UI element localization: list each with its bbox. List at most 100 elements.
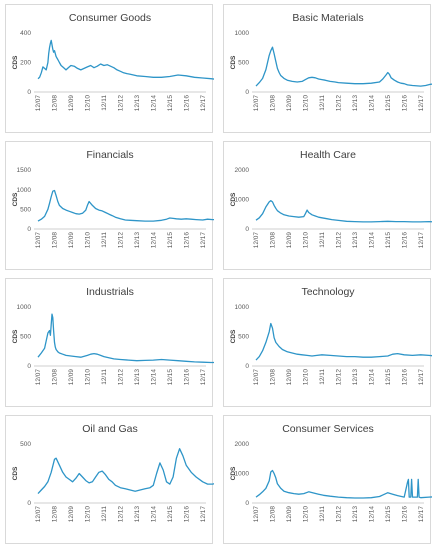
- x-tick-label: 12/13: [352, 506, 359, 523]
- x-tick-label: 12/12: [336, 232, 343, 249]
- x-tick-label: 12/09: [68, 506, 75, 523]
- x-tick-label: 12/17: [418, 232, 425, 249]
- y-axis-label: CDS: [12, 192, 19, 206]
- chart-title: Technology: [301, 286, 355, 298]
- chart-svg: Industrials CDS 0 500 1000 12/07 12/08 12/09 12/…: [12, 286, 214, 386]
- x-tick-label: 12/13: [134, 232, 141, 249]
- y-tick-label: 0: [27, 363, 31, 370]
- x-tick-label: 12/17: [200, 95, 207, 112]
- x-tick-label: 12/14: [150, 95, 157, 112]
- x-tick-label: 12/09: [286, 506, 293, 523]
- x-tick-label: 12/11: [101, 232, 108, 248]
- x-tick-label: 12/14: [150, 506, 157, 523]
- x-tick-label: 12/07: [35, 506, 42, 523]
- x-tick-label: 12/10: [85, 95, 92, 112]
- x-tick-label: 12/11: [101, 95, 108, 111]
- x-tick-label: 12/16: [183, 232, 190, 249]
- y-tick-label: 1000: [17, 187, 32, 194]
- x-tick-label: 12/11: [101, 369, 108, 385]
- x-tick-label: 12/17: [200, 369, 207, 386]
- x-tick-label: 12/13: [134, 369, 141, 386]
- x-tick-label: 12/08: [52, 232, 59, 249]
- y-axis-label: CDS: [12, 55, 19, 69]
- x-tick-label: 12/17: [418, 95, 425, 112]
- x-tick-label: 12/11: [319, 506, 326, 522]
- x-tick-label: 12/13: [352, 95, 359, 112]
- x-tick-label: 12/14: [368, 232, 375, 249]
- x-tick-label: 12/07: [253, 232, 260, 249]
- x-tick-label: 12/08: [270, 506, 277, 523]
- x-tick-label: 12/10: [85, 369, 92, 386]
- x-tick-label: 12/10: [85, 506, 92, 523]
- x-tick-label: 12/13: [134, 506, 141, 523]
- x-tick-label: 12/15: [167, 232, 174, 249]
- chart-title: Industrials: [86, 286, 134, 298]
- chart-svg: Basic Materials CDS 0 500 1000 12/07 12/08 12/0…: [230, 12, 432, 112]
- chart-panel: Health Care CDS 0 1000 2000 12/07 12/08 12/09 12…: [223, 141, 432, 270]
- x-tick-label: 12/08: [52, 95, 59, 112]
- x-tick-label: 12/17: [418, 506, 425, 523]
- chart-title: Basic Materials: [292, 12, 363, 24]
- chart-panel: Basic Materials CDS 0 500 1000 12/07 12/08 12/0…: [223, 4, 432, 133]
- series-line: [37, 189, 214, 222]
- x-tick-label: 12/07: [35, 232, 42, 249]
- x-tick-label: 12/16: [401, 506, 408, 523]
- chart-panel: Oil and Gas CDS 0 500 12/07 12/08 12/09 12/10 12…: [5, 415, 214, 544]
- y-tick-label: 0: [27, 226, 31, 233]
- x-tick-label: 12/15: [385, 95, 392, 112]
- chart-title: Oil and Gas: [82, 423, 137, 435]
- x-tick-label: 12/07: [253, 95, 260, 112]
- x-tick-label: 12/15: [385, 369, 392, 386]
- series-line: [37, 39, 214, 80]
- y-tick-label: 0: [27, 500, 31, 507]
- x-tick-label: 12/07: [35, 369, 42, 386]
- x-tick-label: 12/16: [183, 369, 190, 386]
- chart-panel: Financials CDS 0 500 1000 1500 12/07 12/08 12/09…: [5, 141, 214, 270]
- x-tick-label: 12/09: [68, 369, 75, 386]
- x-tick-label: 12/12: [118, 95, 125, 112]
- x-tick-label: 12/07: [253, 369, 260, 386]
- x-tick-label: 12/16: [401, 369, 408, 386]
- chart-title: Health Care: [300, 149, 356, 161]
- x-tick-label: 12/09: [68, 232, 75, 249]
- x-tick-label: 12/09: [286, 369, 293, 386]
- x-tick-label: 12/15: [167, 369, 174, 386]
- x-tick-label: 12/16: [401, 95, 408, 112]
- x-tick-label: 12/10: [303, 95, 310, 112]
- x-tick-label: 12/07: [35, 95, 42, 112]
- x-tick-label: 12/15: [385, 506, 392, 523]
- x-tick-label: 12/09: [68, 95, 75, 112]
- chart-svg: Consumer Services CDS 0 1000 2000 12/07 12/08 1…: [230, 423, 432, 523]
- y-tick-label: 500: [20, 441, 31, 448]
- x-tick-label: 12/14: [150, 232, 157, 249]
- x-tick-label: 12/14: [368, 369, 375, 386]
- chart-svg: Consumer Goods CDS 0 200 400 12/07 12/08 12/09 1…: [12, 12, 214, 112]
- y-tick-label: 0: [245, 500, 249, 507]
- x-tick-label: 12/09: [286, 95, 293, 112]
- series-line: [37, 313, 214, 364]
- x-tick-label: 12/14: [368, 95, 375, 112]
- chart-panel: Consumer Goods CDS 0 200 400 12/07 12/08 12/09 1…: [5, 4, 214, 133]
- y-axis-label: CDS: [230, 192, 237, 206]
- x-tick-label: 12/12: [118, 369, 125, 386]
- y-tick-label: 1000: [17, 304, 32, 311]
- x-tick-label: 12/11: [319, 232, 326, 248]
- y-tick-label: 2000: [235, 441, 250, 448]
- y-tick-label: 2000: [235, 167, 250, 174]
- x-tick-label: 12/08: [270, 369, 277, 386]
- x-tick-label: 12/15: [167, 506, 174, 523]
- x-tick-label: 12/13: [352, 232, 359, 249]
- y-tick-label: 500: [238, 334, 249, 341]
- y-tick-label: 1000: [235, 197, 250, 204]
- y-tick-label: 200: [20, 60, 31, 67]
- y-axis-label: CDS: [12, 466, 19, 480]
- chart-svg: Technology CDS 0 500 1000 12/07 12/08 12/09 12/1…: [230, 286, 432, 386]
- chart-panel: Industrials CDS 0 500 1000 12/07 12/08 12/09 12/…: [5, 278, 214, 407]
- x-tick-label: 12/11: [319, 95, 326, 111]
- x-tick-label: 12/10: [303, 369, 310, 386]
- y-tick-label: 1000: [235, 471, 250, 478]
- y-tick-label: 500: [238, 60, 249, 67]
- chart-panel: Technology CDS 0 500 1000 12/07 12/08 12/09 12/1…: [223, 278, 432, 407]
- series-line: [255, 469, 432, 499]
- series-line: [255, 322, 432, 361]
